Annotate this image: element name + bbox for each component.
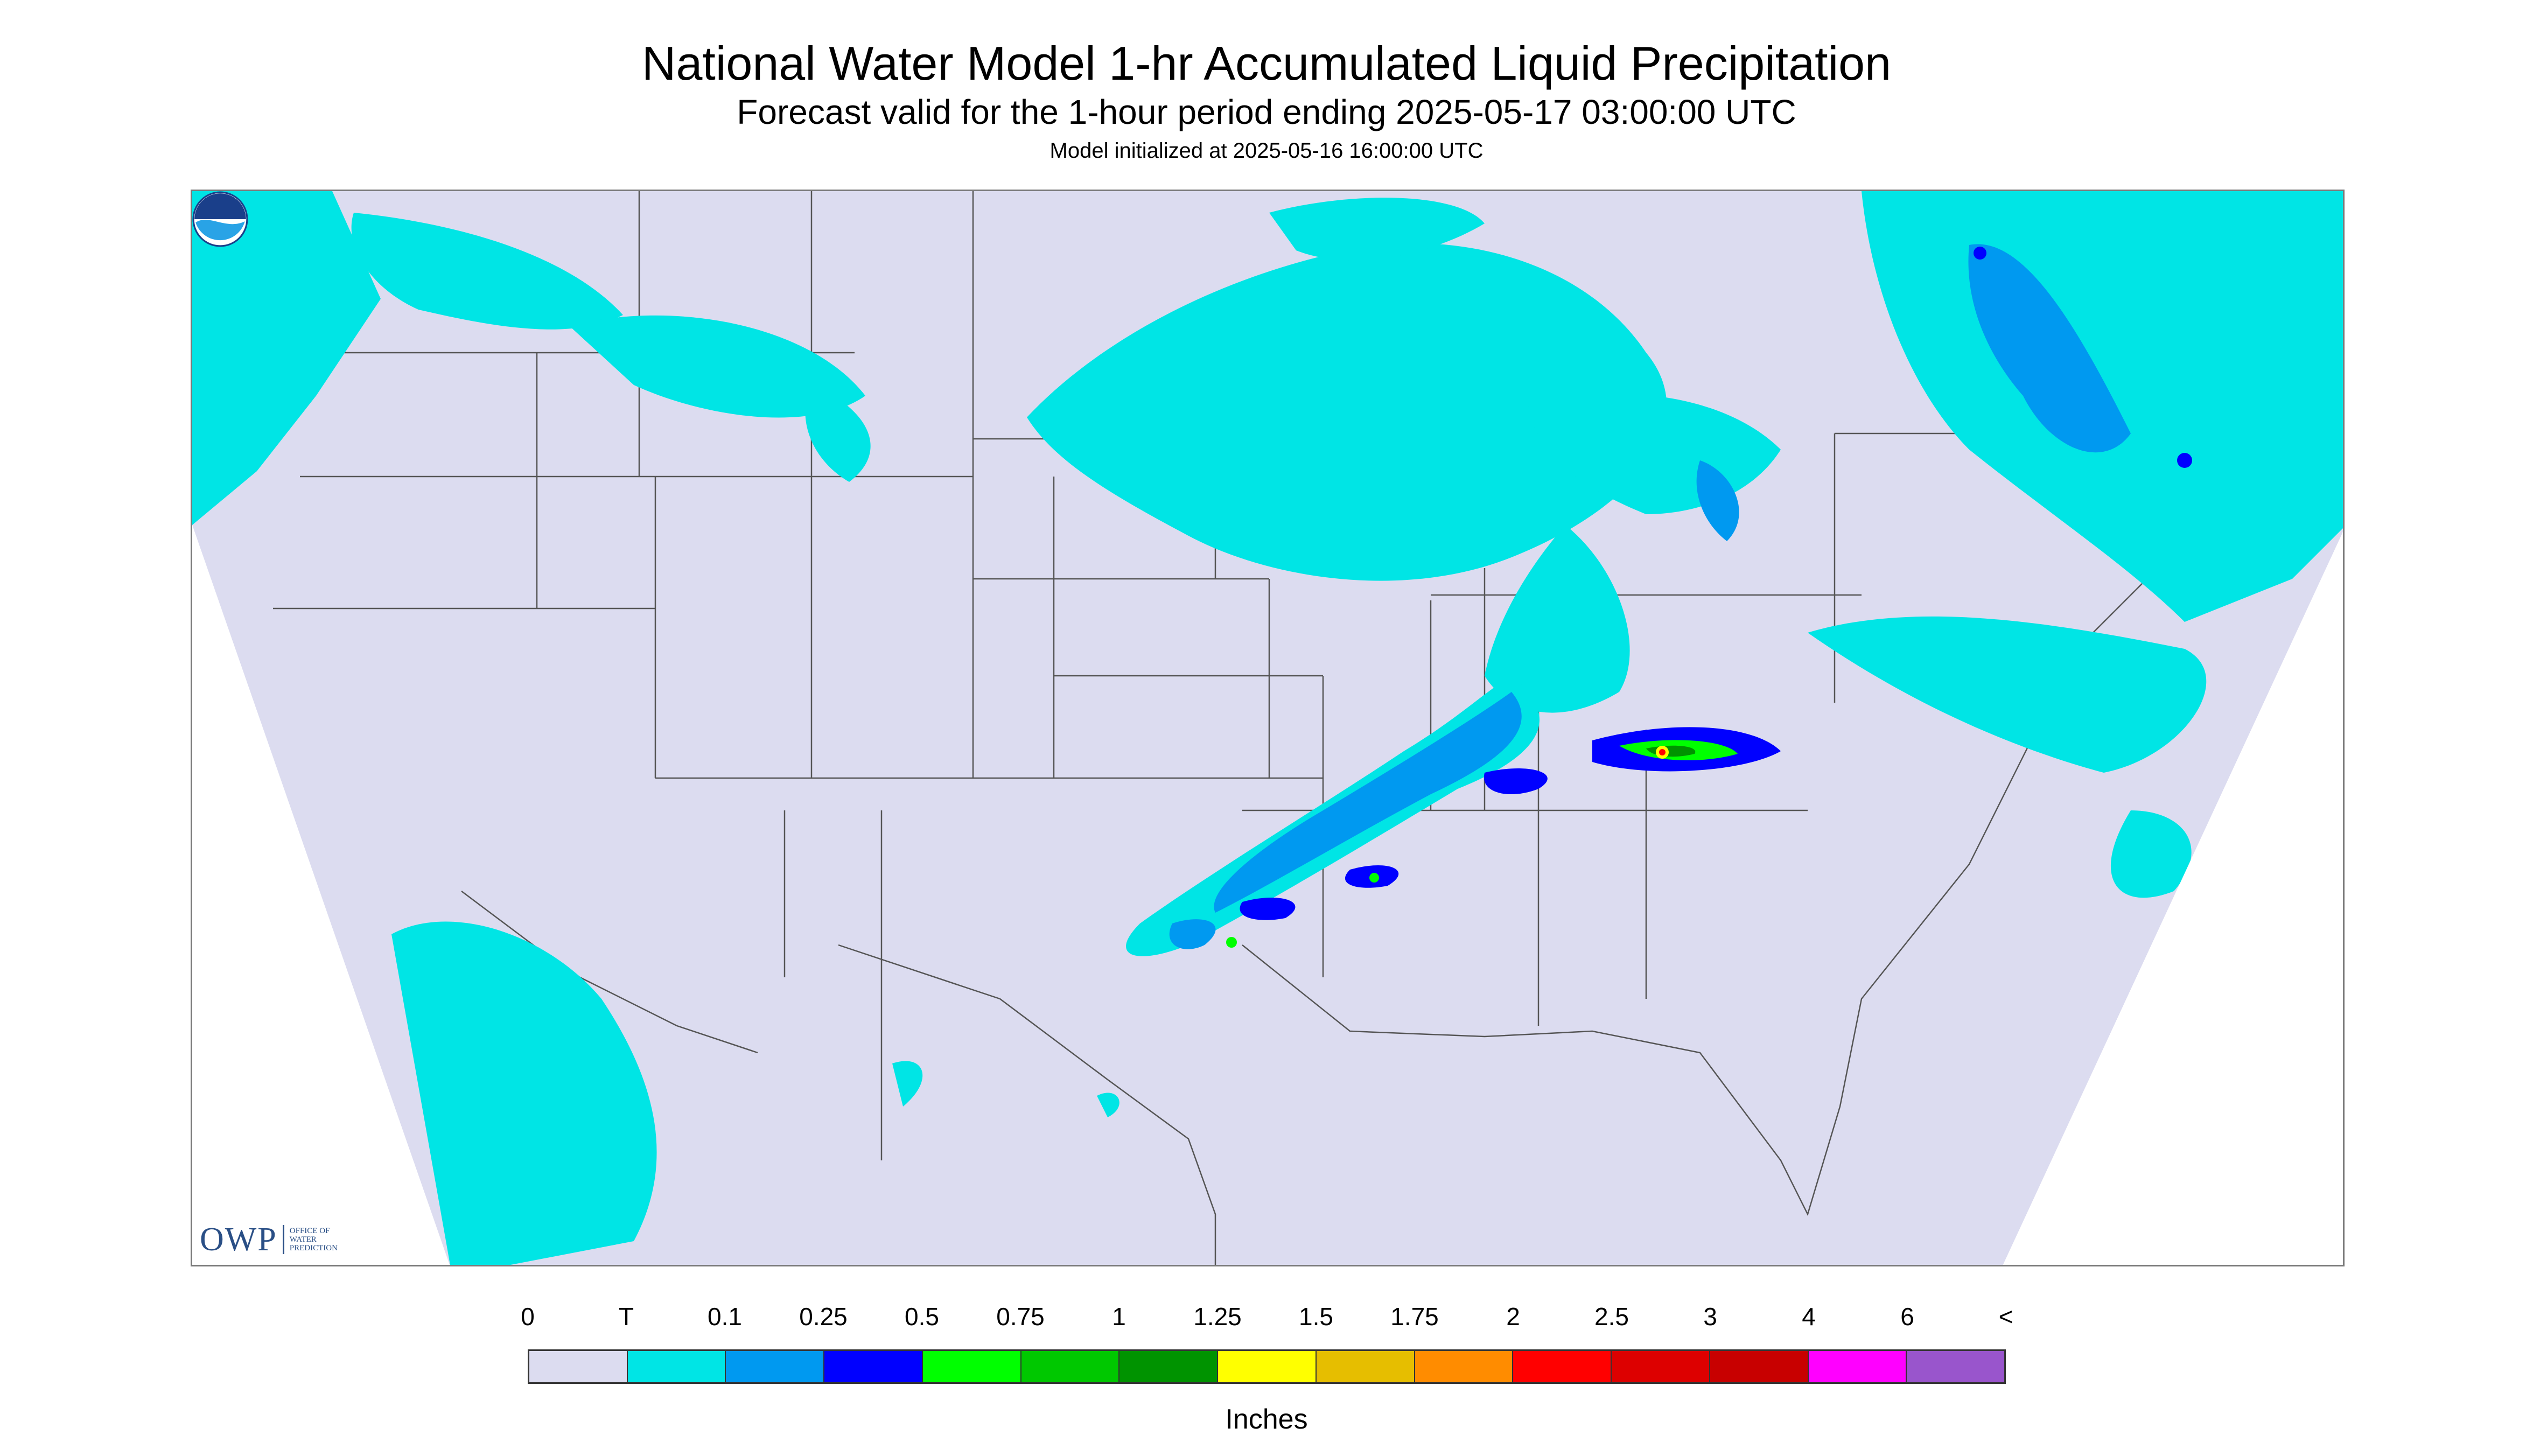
legend-swatch <box>1119 1351 1219 1382</box>
legend-labels: 0 T 0.1 0.25 0.5 0.75 1 1.25 1.5 1.75 2 2.5 3 4 6 < <box>0 1302 2533 1334</box>
legend-swatch <box>627 1351 726 1382</box>
legend-label: 0.1 <box>708 1303 742 1331</box>
legend-label: 0 <box>521 1303 535 1331</box>
legend-label: 0.75 <box>996 1303 1045 1331</box>
model-domain <box>192 191 2343 1265</box>
legend-label: 0.5 <box>905 1303 939 1331</box>
map-subtitle: Forecast valid for the 1-hour period end… <box>737 93 1796 131</box>
legend-swatch <box>1612 1351 1710 1382</box>
legend-swatch <box>824 1351 923 1382</box>
outside-domain-right <box>2003 531 2343 1265</box>
legend-label: 0.25 <box>799 1303 848 1331</box>
legend-swatch <box>922 1351 1021 1382</box>
precip-light-areas <box>1169 244 2131 949</box>
owp-logo-mark: OWP <box>200 1221 277 1258</box>
legend-label: < <box>1998 1303 2013 1331</box>
legend-label: 6 <box>1900 1303 1914 1331</box>
precip-heavy-cores <box>1226 247 2192 948</box>
state-boundaries <box>208 191 2158 1265</box>
noaa-logo-icon <box>192 191 248 247</box>
legend-swatch <box>726 1351 825 1382</box>
legend-label: 1 <box>1112 1303 1126 1331</box>
legend-units: Inches <box>1225 1404 1308 1435</box>
legend-label: T <box>618 1303 634 1331</box>
legend-colorbar <box>528 1349 2006 1384</box>
owp-logo-divider <box>282 1225 284 1254</box>
model-init-text: Model initialized at 2025-05-16 16:00:00… <box>1049 139 1484 163</box>
legend-label: 2.5 <box>1594 1303 1629 1331</box>
map-canvas <box>192 191 2343 1265</box>
owp-logo-text: Office of Water Prediction <box>289 1227 338 1252</box>
map-title: National Water Model 1-hr Accumulated Li… <box>641 37 1892 90</box>
owp-logo: OWP Office of Water Prediction <box>200 1221 370 1258</box>
legend-label: 4 <box>1802 1303 1816 1331</box>
legend-label: 1.5 <box>1299 1303 1333 1331</box>
legend-swatch <box>1316 1351 1415 1382</box>
precipitation-map: OWP Office of Water Prediction <box>191 190 2345 1266</box>
legend-swatch <box>529 1351 628 1382</box>
legend-swatch <box>1513 1351 1612 1382</box>
legend-swatch <box>1415 1351 1514 1382</box>
legend-swatch <box>1907 1351 2005 1382</box>
legend-swatch <box>1021 1351 1120 1382</box>
legend-label: 1.25 <box>1193 1303 1242 1331</box>
legend-label: 1.75 <box>1390 1303 1439 1331</box>
legend-label: 2 <box>1506 1303 1520 1331</box>
legend-swatch <box>1808 1351 1907 1382</box>
legend-swatch <box>1710 1351 1809 1382</box>
legend-label: 3 <box>1703 1303 1717 1331</box>
legend-swatch <box>1218 1351 1317 1382</box>
